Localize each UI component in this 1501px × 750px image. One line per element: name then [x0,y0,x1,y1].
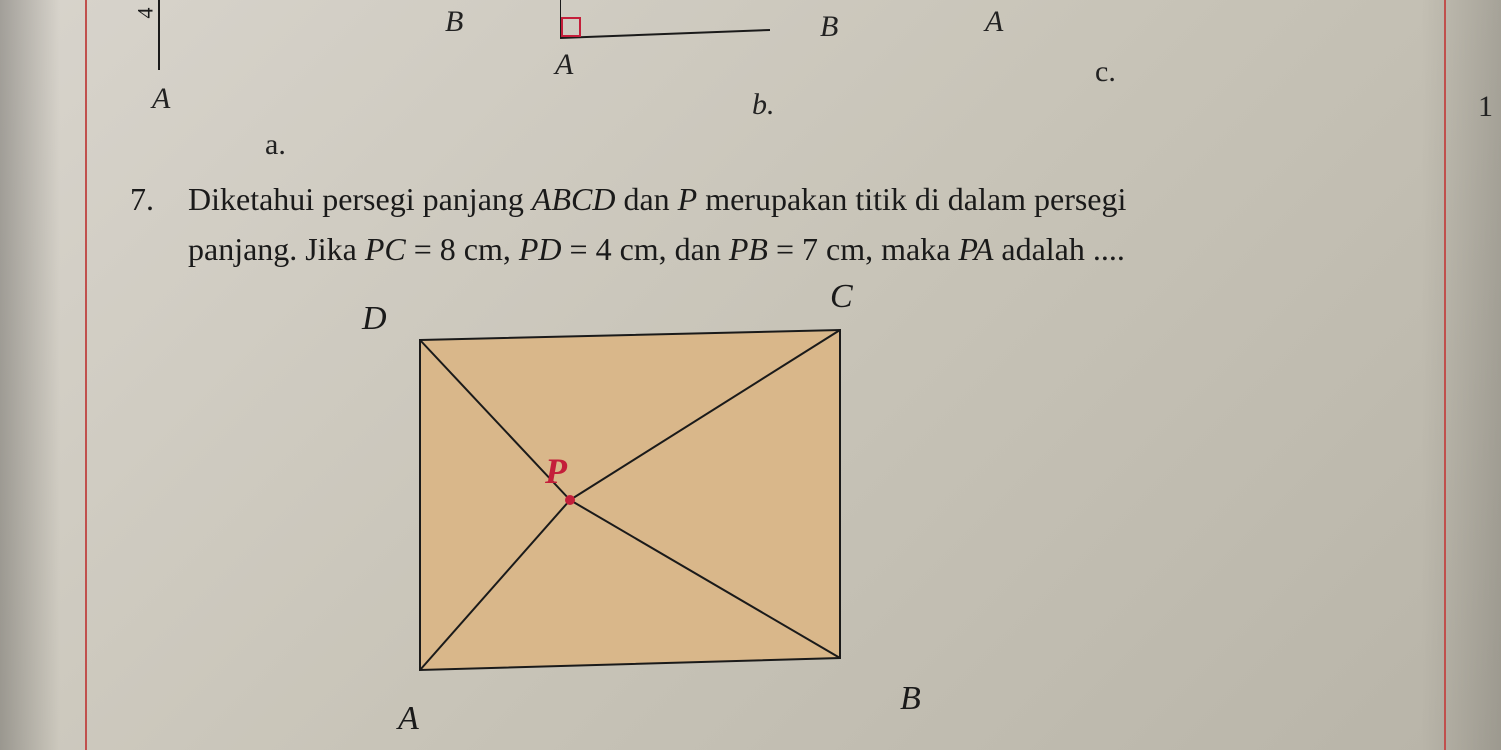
margin-line-right [1444,0,1446,750]
var-pd: PD [519,231,562,267]
small-shape-fragment [560,0,770,40]
var-pa: PA [958,231,993,267]
page-shadow-left [0,0,60,750]
margin-line-left [85,0,87,750]
q-eq1: = 8 cm, [406,231,519,267]
label-a-mid: A [555,48,573,82]
var-abcd: ABCD [532,181,616,217]
option-c-label: c. [1095,55,1116,89]
option-b-label: b. [752,88,775,122]
question-number: 7. [130,175,180,225]
label-a-top: A [152,82,170,116]
q-eq2: = 4 cm, dan [562,231,729,267]
q-text-5: adalah .... [993,231,1125,267]
var-p: P [678,181,698,217]
label-b-top2: B [820,10,838,44]
label-b-top1: B [445,5,463,39]
q-text-4: panjang. Jika [188,231,365,267]
q-text-2: dan [615,181,677,217]
vertex-a-label: A [398,700,419,738]
question-text: Diketahui persegi panjang ABCD dan P mer… [188,175,1418,274]
tick-label: 4 [133,8,159,19]
vertex-c-label: C [830,278,853,316]
rectangle-diagram [370,300,890,720]
page-edge-number: 1 [1478,90,1493,124]
vertex-d-label: D [362,300,387,338]
q-text-1: Diketahui persegi panjang [188,181,532,217]
q-eq3: = 7 cm, maka [768,231,958,267]
vertex-b-label: B [900,680,921,718]
var-pc: PC [365,231,406,267]
option-a-label: a. [265,128,286,162]
q-text-3: merupakan titik di dalam persegi [697,181,1126,217]
var-pb: PB [729,231,768,267]
question-7: 7. Diketahui persegi panjang ABCD dan P … [130,175,1430,274]
label-a-right: A [985,5,1003,39]
point-p-label: P [545,450,567,492]
